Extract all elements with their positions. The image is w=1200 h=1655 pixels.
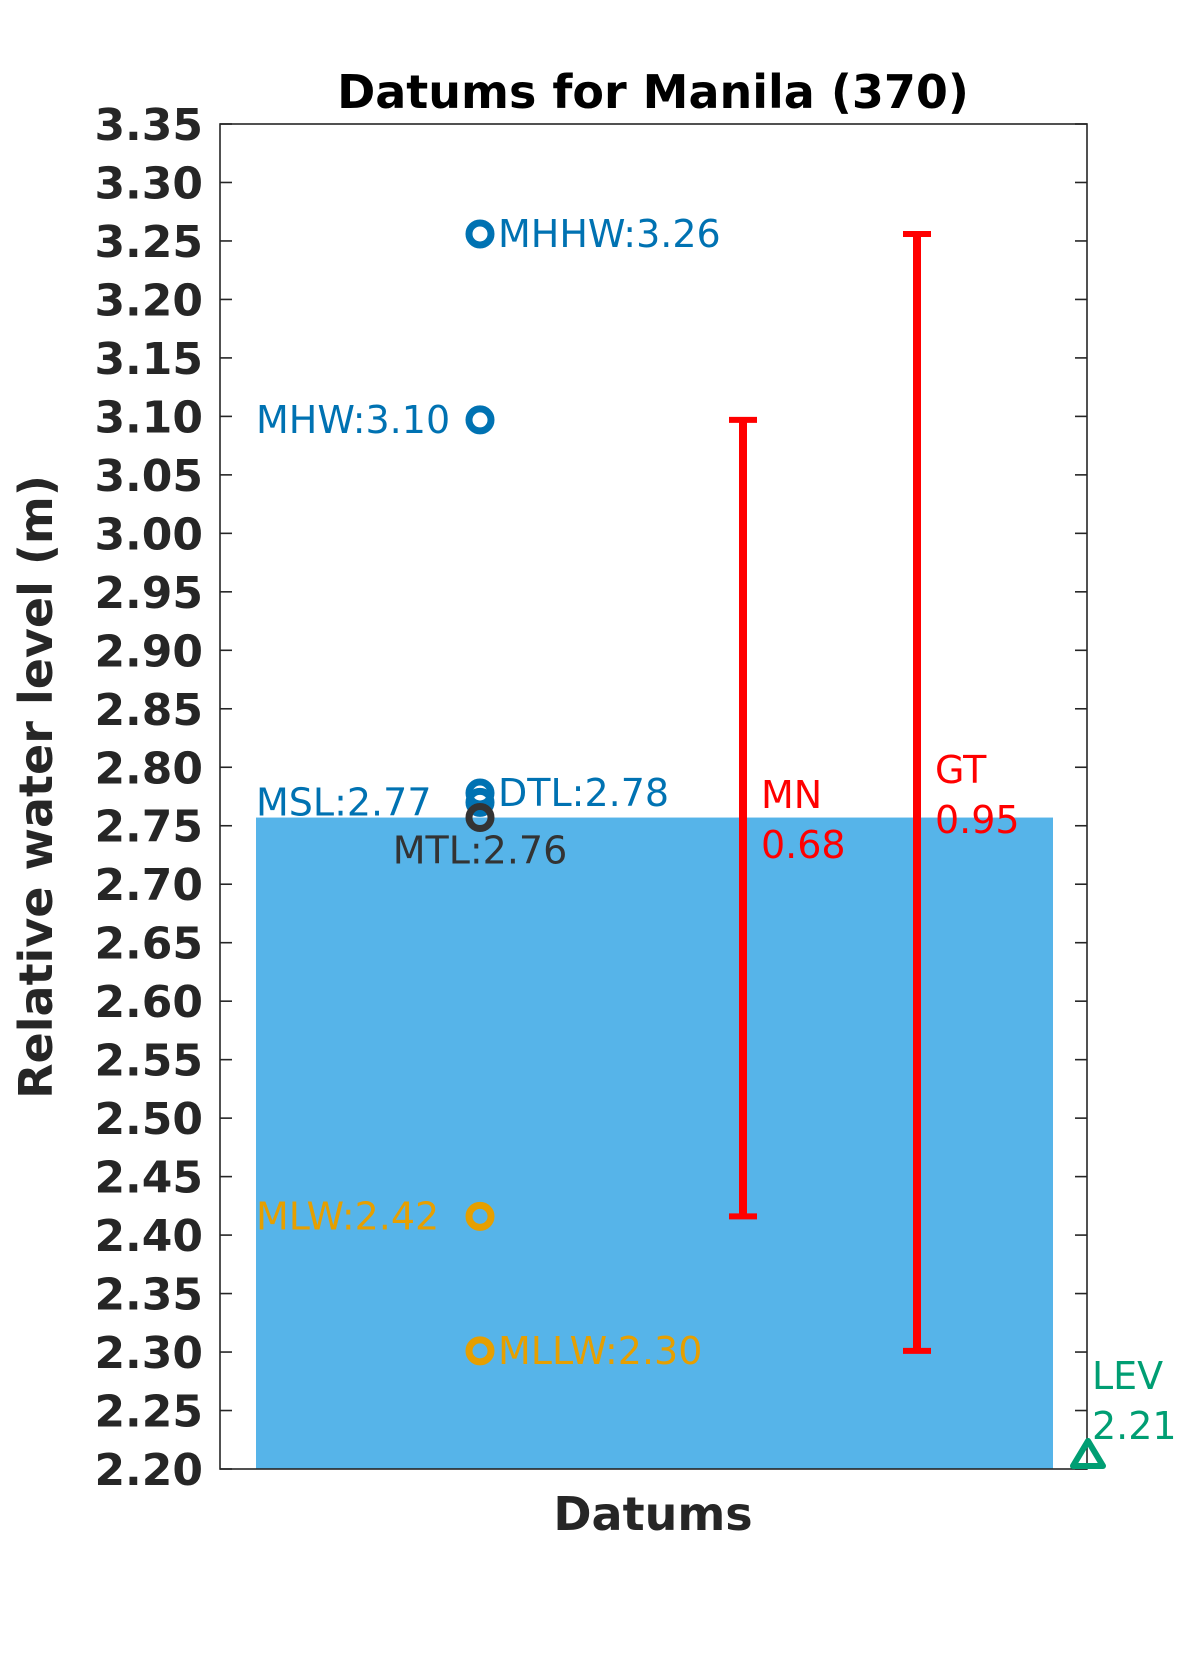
mtl-marker: [465, 803, 495, 833]
y-tick-label: 3.05: [94, 451, 203, 502]
annotation-labels: MN 0.68 GT 0.95 MHHW:3.26 MHW:3.10 DTL:2.78 MSL…: [256, 212, 1177, 1448]
lev-value: 2.21: [1092, 1404, 1177, 1448]
mllw-marker: [465, 1336, 495, 1366]
y-tick-label: 3.10: [94, 392, 203, 443]
y-tick-label: 2.90: [94, 626, 203, 677]
y-tick-label: 3.35: [94, 100, 203, 151]
lev-label: LEV: [1092, 1354, 1163, 1398]
y-tick-label: 2.40: [94, 1211, 203, 1262]
y-tick-label: 3.25: [94, 217, 203, 268]
y-tick-label: 2.70: [94, 860, 203, 911]
plot-frame: [219, 123, 1088, 1470]
y-tick-label: 3.20: [94, 275, 203, 326]
mlw-label: MLW:2.42: [256, 1194, 439, 1238]
y-tick-label: 2.35: [94, 1270, 203, 1321]
mtl-label: MTL:2.76: [393, 829, 568, 873]
lev-marker: [1070, 1437, 1106, 1469]
msl-marker: [465, 787, 495, 817]
chart-title: Datums for Manila (370): [337, 65, 969, 119]
y-tick-label: 2.55: [94, 1036, 203, 1087]
mllw-label: MLLW:2.30: [498, 1329, 702, 1373]
axes-frame: [219, 123, 1088, 1470]
y-axis-label: Relative water level (m): [9, 475, 63, 1099]
range-bars: [729, 230, 931, 1354]
y-tick-label: 3.30: [94, 158, 203, 209]
y-tick-label: 2.20: [94, 1445, 203, 1496]
y-tick-label: 2.60: [94, 977, 203, 1028]
datum-markers: [465, 219, 1106, 1469]
mhhw-marker: [465, 219, 495, 249]
mhw-label: MHW:3.10: [256, 398, 450, 442]
y-tick-label: 2.95: [94, 568, 203, 619]
y-tick-label: 2.80: [94, 743, 203, 794]
y-tick-label: 2.75: [94, 802, 203, 853]
y-ticks: 2.20 2.25 2.30 2.35 2.40 2.45 2.50 2.55 2.60 2.65…: [94, 100, 1087, 1496]
dtl-label: DTL:2.78: [498, 771, 669, 815]
y-tick-label: 3.15: [94, 334, 203, 385]
msl-label: MSL:2.77: [256, 780, 432, 824]
y-tick-label: 3.00: [94, 509, 203, 560]
y-tick-label: 2.65: [94, 919, 203, 970]
y-tick-label: 2.30: [94, 1328, 203, 1379]
y-tick-label: 2.45: [94, 1153, 203, 1204]
mhw-marker: [465, 405, 495, 435]
y-tick-label: 2.50: [94, 1094, 203, 1145]
mlw-marker: [465, 1201, 495, 1231]
mhhw-label: MHHW:3.26: [498, 212, 721, 256]
gt-range-value: 0.95: [935, 798, 1020, 842]
y-tick-label: 2.25: [94, 1387, 203, 1438]
mn-range-value: 0.68: [761, 823, 846, 867]
mn-range-label: MN: [761, 773, 822, 817]
y-tick-label: 2.85: [94, 685, 203, 736]
x-axis-label: Datums: [553, 1487, 752, 1541]
gt-range-label: GT: [935, 748, 987, 792]
